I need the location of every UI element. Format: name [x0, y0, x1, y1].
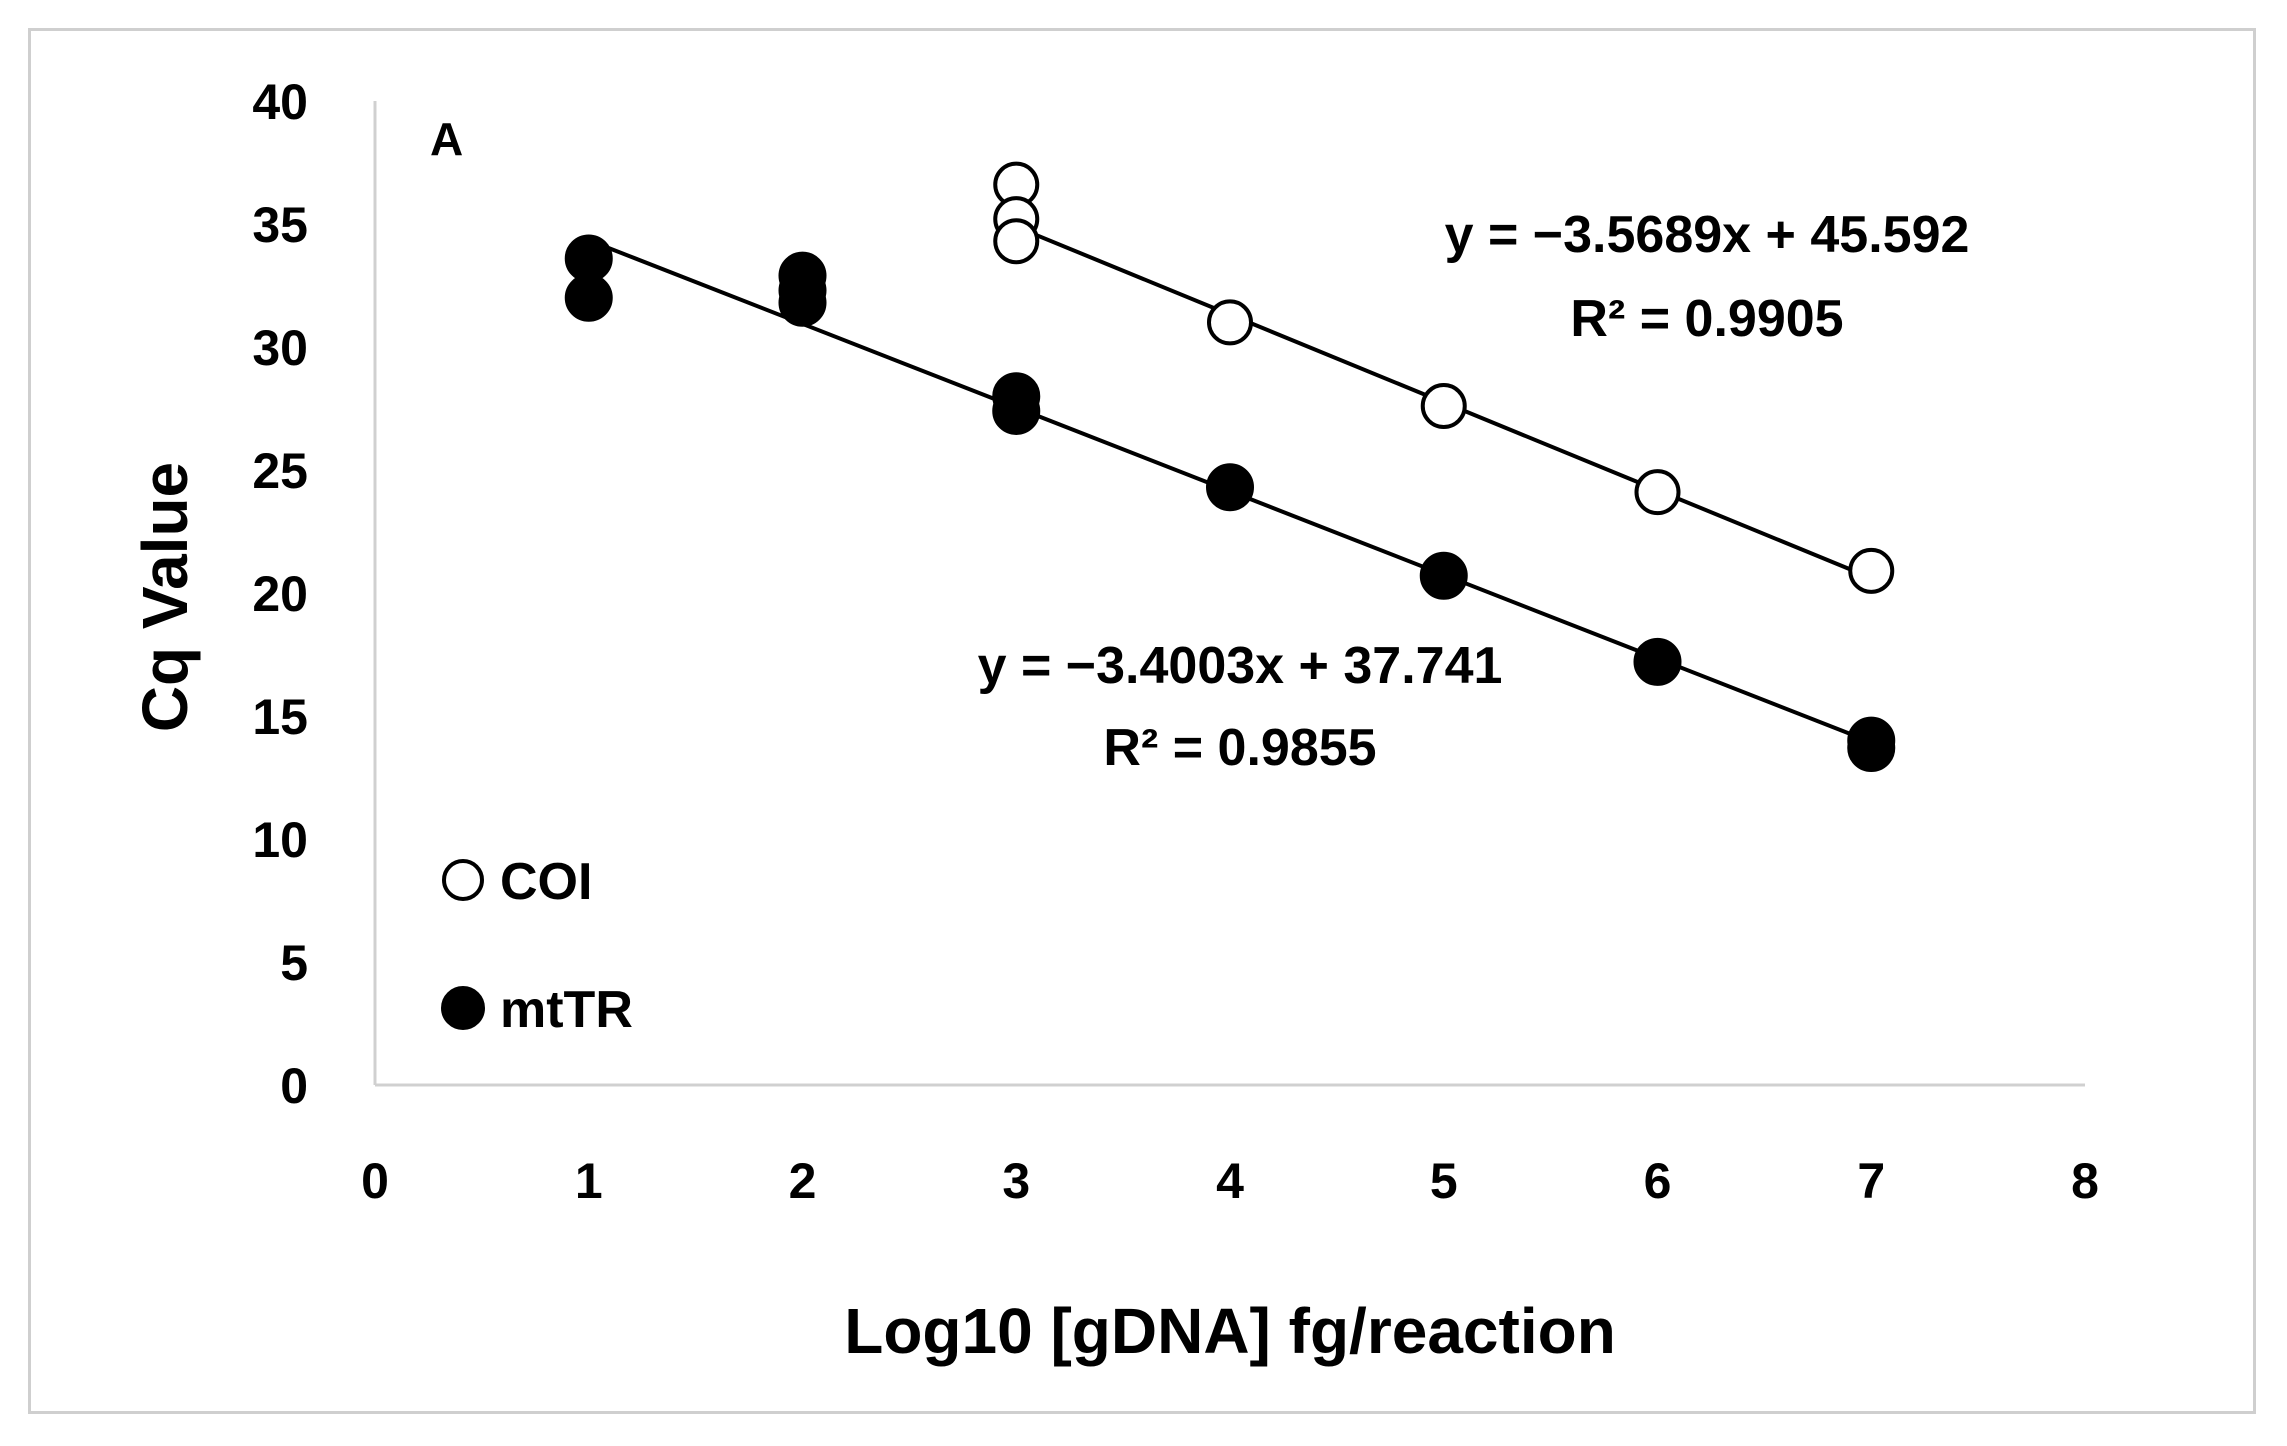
x-tick-labels: 0 1 2 3 4 5 6 7 8 [361, 1153, 2099, 1209]
y-tick-label: 30 [252, 320, 308, 376]
y-tick-label: 20 [252, 566, 308, 622]
mttr-point [1633, 637, 1682, 686]
coi-point [1634, 469, 1681, 516]
legend: COI mtTR [441, 853, 633, 1039]
panel-label: A [430, 113, 463, 165]
y-tick-label: 40 [252, 74, 308, 130]
legend-mttr-marker [441, 986, 485, 1030]
mttr-point [778, 278, 827, 327]
coi-point [1207, 299, 1253, 346]
legend-mttr-label: mtTR [500, 981, 633, 1039]
y-tick-label: 0 [280, 1058, 308, 1114]
y-tick-label: 10 [252, 812, 308, 868]
y-tick-labels: 0 5 10 15 20 25 30 35 40 [252, 74, 308, 1114]
data-points [564, 161, 1896, 772]
mttr-point [564, 273, 613, 322]
mttr-point [1419, 551, 1468, 600]
x-tick-label: 0 [361, 1153, 389, 1209]
mttr-point [992, 386, 1041, 435]
x-tick-label: 3 [1002, 1153, 1030, 1209]
legend-coi-marker [442, 859, 484, 901]
x-axis-title: Log10 [gDNA] fg/reaction [844, 1295, 1616, 1367]
x-tick-label: 4 [1216, 1153, 1244, 1209]
x-tick-label: 2 [789, 1153, 817, 1209]
legend-coi-label: COI [500, 853, 592, 911]
mttr-equation: y = −3.4003x + 37.741 [978, 637, 1503, 695]
coi-point [993, 218, 1040, 265]
coi-r-squared: R² = 0.9905 [1570, 290, 1843, 348]
y-tick-label: 25 [252, 443, 308, 499]
mttr-point [1206, 463, 1254, 512]
coi-point [1848, 547, 1895, 594]
coi-point [1420, 383, 1467, 430]
coi-equation: y = −3.5689x + 45.592 [1445, 206, 1970, 264]
axes [373, 101, 2085, 1087]
y-tick-label: 15 [252, 689, 308, 745]
mttr-point [1847, 723, 1896, 772]
y-tick-label: 5 [280, 935, 308, 991]
x-tick-label: 7 [1857, 1153, 1885, 1209]
x-tick-label: 8 [2071, 1153, 2099, 1209]
x-tick-label: 6 [1644, 1153, 1672, 1209]
y-axis-title: Cq Value [129, 462, 201, 732]
mttr-r-squared: R² = 0.9855 [1103, 719, 1376, 777]
x-tick-label: 5 [1430, 1153, 1458, 1209]
x-tick-label: 1 [575, 1153, 603, 1209]
y-tick-label: 35 [252, 197, 308, 253]
